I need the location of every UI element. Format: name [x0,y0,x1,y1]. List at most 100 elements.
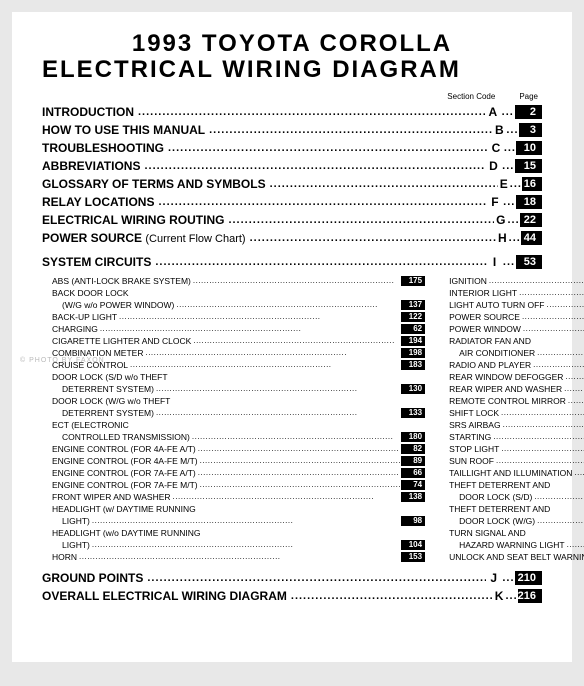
toc-page: 10 [516,141,542,155]
system-label: THEFT DETERRENT AND [449,503,552,515]
system-label: RADIATOR FAN AND [449,335,533,347]
toc-dots [158,193,487,211]
page: © PHOTO BY FAXON 1993 TOYOTA COROLLA ELE… [12,12,572,662]
toc-label: POWER SOURCE (Current Flow Chart) [42,229,250,248]
system-label: LIGHT) [62,539,92,551]
system-dots [564,383,584,395]
system-page: 138 [401,492,425,502]
system-dots [193,335,401,347]
system-dots [198,467,401,479]
system-dots [547,299,584,311]
system-row: REAR WINDOW DEFOGGER169 [449,371,584,383]
system-dots [496,455,584,467]
toc-row: HOW TO USE THIS MANUALB...3 [42,121,542,139]
toc-row: INTRODUCTIONA...2 [42,103,542,121]
toc-page: 3 [519,123,542,137]
system-row: BACK-UP LIGHT 122 [52,311,425,323]
system-label: HEADLIGHT (w/o DAYTIME RUNNING [52,527,202,539]
toc-dots [144,157,485,175]
toc-dots [209,121,492,139]
header-page: Page [519,92,538,101]
toc-dots [291,587,493,605]
system-dots [522,311,584,323]
system-page: 62 [401,324,425,334]
system-dots [130,359,401,371]
system-page: 130 [401,384,425,394]
system-label: AIR CONDITIONER [459,347,537,359]
toc-ellipsis: ... [505,587,517,605]
system-page: 74 [401,480,425,490]
toc-ellipsis: ... [506,121,518,139]
system-dots [519,287,584,299]
system-row: INTERIOR LIGHT116 [449,287,584,299]
system-label: HORN [52,551,79,563]
toc-top: INTRODUCTIONA...2HOW TO USE THIS MANUALB… [42,103,542,247]
system-page: 175 [401,276,425,286]
system-label: ECT (ELECTRONIC [52,419,131,431]
system-dots [489,275,584,287]
system-label: REMOTE CONTROL MIRROR [449,395,568,407]
system-row: UNLOCK AND SEAT BELT WARNING144 [449,551,584,563]
toc-dots [250,229,496,247]
system-row: CONTROLLED TRANSMISSION)180 [62,431,425,443]
system-page: 122 [401,312,425,322]
system-label: SUN ROOF [449,455,496,467]
toc-page: 44 [521,231,542,245]
toc-page: 15 [515,159,542,173]
system-label: DOOR LOCK (W/G w/o THEFT [52,395,172,407]
toc-row: GROUND POINTSJ...210 [42,569,542,587]
system-label: ENGINE CONTROL (FOR 7A-FE M/T) [52,479,200,491]
toc-label: TROUBLESHOOTING [42,139,168,157]
system-dots [100,323,401,335]
toc-ellipsis: ... [503,193,516,211]
system-row: DOOR LOCK (S/D w/o THEFT [52,371,425,383]
system-label: DETERRENT SYSTEM) [62,407,156,419]
system-dots [565,371,584,383]
toc-ellipsis: ... [507,211,519,229]
system-label: REAR WIPER AND WASHER [449,383,564,395]
toc-page: 16 [522,177,542,191]
toc-ellipsis: ... [501,157,515,175]
toc-ellipsis: ... [502,569,515,587]
system-label: DOOR LOCK (S/D) [459,491,534,503]
system-label: (W/G w/o POWER WINDOW) [62,299,176,311]
toc-code: J [486,569,502,587]
system-row: ENGINE CONTROL (FOR 4A-FE M/T)89 [52,455,425,467]
system-row: SUN ROOF172 [449,455,584,467]
system-row: HEADLIGHT (w/o DAYTIME RUNNING [52,527,425,539]
system-row: DOOR LOCK (W/G w/o THEFT [52,395,425,407]
title-line2: ELECTRICAL WIRING DIAGRAM [42,56,542,84]
system-page: 98 [401,516,425,526]
toc-code: D [485,157,501,175]
system-row: TAILLIGHT AND ILLUMINATION110 [449,467,584,479]
system-dots [193,275,401,287]
system-label: LIGHT AUTO TURN OFF [449,299,546,311]
system-dots [92,515,401,527]
toc-label: GROUND POINTS [42,569,147,587]
system-label: ENGINE CONTROL (FOR 7A-FE A/T) [52,467,198,479]
system-row: RADIATOR FAN AND [449,335,584,347]
column-headers: Section Code Page [42,92,542,101]
system-label: POWER WINDOW [449,323,523,335]
toc-label: GLOSSARY OF TERMS AND SYMBOLS [42,175,270,193]
toc-page: 53 [516,255,542,269]
system-row: DETERRENT SYSTEM) 133 [62,407,425,419]
system-row: POWER WINDOW126 [449,323,584,335]
system-dots [176,299,401,311]
system-row: LIGHT)104 [62,539,425,551]
system-label: POWER SOURCE [449,311,522,323]
system-label: THEFT DETERRENT AND [449,479,552,491]
system-label: BACK-UP LIGHT [52,311,119,323]
toc-code: G [494,211,507,229]
toc-code: I [487,253,503,271]
toc-row: GLOSSARY OF TERMS AND SYMBOLSE...16 [42,175,542,193]
system-page: 137 [401,300,425,310]
system-dots [119,311,401,323]
system-page: 133 [401,408,425,418]
system-row: ENGINE CONTROL (FOR 7A-FE M/T) 74 [52,479,425,491]
system-row: AIR CONDITIONER204 [459,347,584,359]
system-label: STARTING [449,431,493,443]
system-row: CRUISE CONTROL183 [52,359,425,371]
system-label: HEADLIGHT (w/ DAYTIME RUNNING [52,503,198,515]
toc-system-circuits: SYSTEM CIRCUITS I ... 53 [42,253,542,271]
